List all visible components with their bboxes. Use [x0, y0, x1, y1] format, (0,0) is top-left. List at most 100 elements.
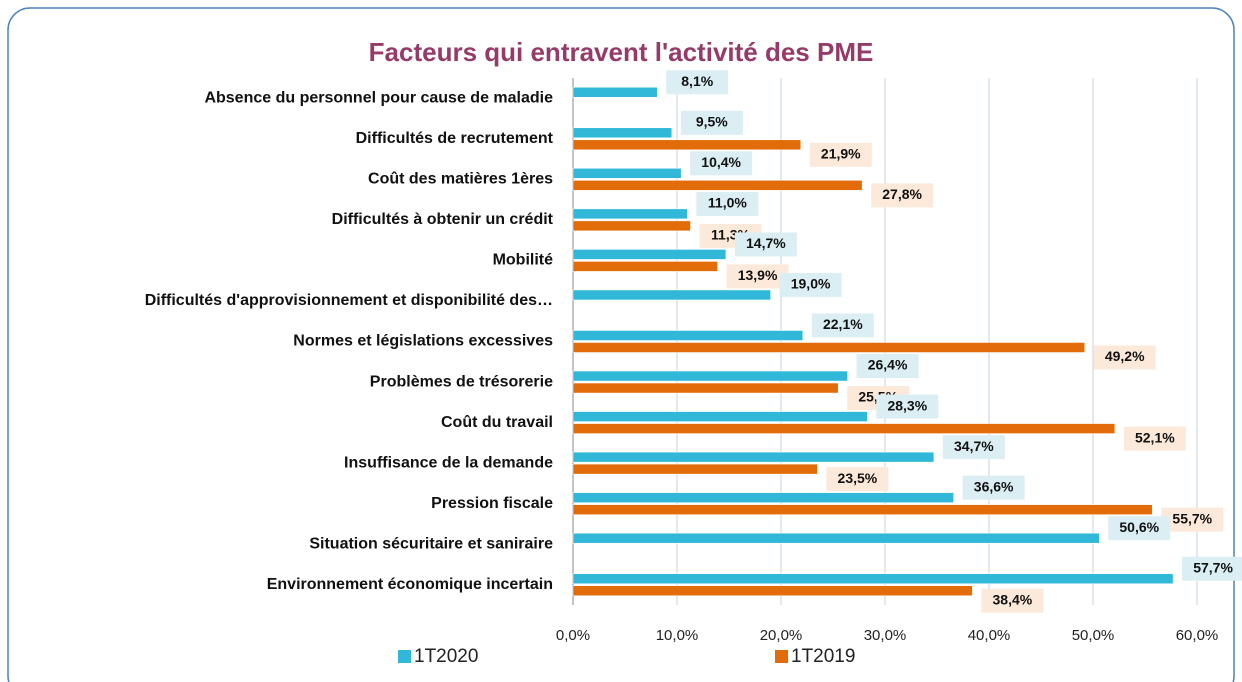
- value-label: 21,9%: [821, 146, 861, 162]
- bar: [572, 261, 718, 272]
- value-label-bg: [1108, 516, 1171, 541]
- value-label-group: 27,8%: [871, 183, 934, 208]
- bar: [572, 504, 1153, 515]
- y-tick-label: Situation sécuritaire et saniraire: [309, 535, 553, 552]
- bar: [572, 220, 691, 232]
- bar: [572, 168, 682, 179]
- bar: [572, 411, 868, 422]
- value-label: 11,0%: [708, 195, 747, 211]
- bar: [572, 573, 1174, 584]
- value-label: 14,7%: [746, 235, 786, 251]
- value-label: 10,4%: [701, 154, 741, 170]
- y-tick-label: Difficultés à obtenir un crédit: [332, 211, 554, 228]
- x-tick-label: 20,0%: [760, 627, 803, 644]
- value-label-bg: [680, 110, 743, 135]
- chart-title: Facteurs qui entravent l'activité des PM…: [369, 37, 874, 67]
- value-label-bg: [962, 475, 1025, 500]
- value-label-group: 22,1%: [811, 313, 874, 338]
- legend-label: 1T2019: [791, 646, 855, 667]
- value-label-bg: [811, 313, 874, 338]
- value-label-bg: [666, 70, 729, 95]
- value-label-group: 50,6%: [1108, 516, 1171, 541]
- y-tick-label: Difficultés de recrutement: [356, 130, 554, 147]
- value-label-group: 13,9%: [726, 264, 789, 289]
- value-label: 55,7%: [1172, 510, 1212, 526]
- bar: [572, 463, 818, 475]
- value-label: 19,0%: [791, 276, 831, 292]
- y-tick-label: Environnement économique incertain: [267, 576, 553, 593]
- bar: [572, 180, 863, 191]
- x-tick-label: 40,0%: [968, 627, 1011, 644]
- value-label: 57,7%: [1193, 559, 1233, 575]
- x-tick-label: 10,0%: [656, 627, 699, 644]
- y-tick-label: Normes et législations excessives: [293, 333, 553, 350]
- value-label-group: 11,0%: [696, 191, 759, 216]
- bar: [572, 208, 688, 220]
- value-label-bg: [779, 272, 842, 297]
- value-label: 50,6%: [1119, 519, 1159, 535]
- value-label: 36,6%: [974, 478, 1014, 494]
- value-label-group: 38,4%: [981, 588, 1044, 613]
- value-label-bg: [1161, 507, 1224, 532]
- value-label-group: 36,6%: [962, 475, 1025, 500]
- value-label-bg: [871, 183, 934, 208]
- value-label-bg: [1093, 345, 1156, 370]
- bar: [572, 139, 802, 151]
- legend-swatch: [398, 650, 411, 663]
- value-label: 8,1%: [681, 73, 713, 89]
- value-label-bg: [942, 435, 1005, 460]
- y-tick-label: Problèmes de trésorerie: [370, 373, 553, 390]
- bar: [572, 532, 1100, 544]
- bar: [572, 451, 935, 463]
- value-label: 22,1%: [823, 316, 863, 332]
- value-label-bg: [856, 354, 919, 379]
- bar: [572, 87, 658, 98]
- value-label-bg: [696, 191, 759, 216]
- value-label-group: 55,7%: [1161, 507, 1224, 532]
- bar: [572, 492, 954, 503]
- value-label: 27,8%: [882, 186, 922, 202]
- x-tick-label: 50,0%: [1072, 627, 1115, 644]
- bar: [572, 585, 973, 596]
- value-label: 23,5%: [838, 470, 878, 486]
- value-label-bg: [809, 142, 872, 167]
- x-tick-label: 30,0%: [864, 627, 907, 644]
- bar: [572, 370, 848, 382]
- y-tick-label: Pression fiscale: [431, 495, 553, 512]
- value-label-bg: [876, 394, 939, 419]
- value-label-bg: [981, 588, 1044, 613]
- value-label-bg: [726, 264, 789, 289]
- value-label: 34,7%: [954, 438, 994, 454]
- value-label: 28,3%: [887, 397, 927, 413]
- x-tick-label: 0,0%: [556, 627, 590, 644]
- x-tick-label: 60,0%: [1176, 627, 1219, 644]
- value-label: 38,4%: [993, 591, 1033, 607]
- y-tick-label: Absence du personnel pour cause de malad…: [204, 89, 553, 106]
- legend-swatch: [775, 650, 788, 663]
- y-tick-label: Difficultés d'approvisionnement et dispo…: [145, 292, 553, 309]
- value-label-group: 52,1%: [1123, 426, 1186, 451]
- value-label-bg: [690, 151, 753, 176]
- bar: [572, 382, 839, 394]
- value-label: 13,9%: [738, 267, 778, 283]
- value-label-group: 49,2%: [1093, 345, 1156, 370]
- value-label: 9,5%: [696, 114, 728, 130]
- value-label-group: 21,9%: [809, 142, 872, 167]
- value-label-group: 57,7%: [1182, 556, 1242, 581]
- value-label-group: 8,1%: [666, 70, 729, 95]
- bar: [572, 330, 804, 341]
- bar: [572, 249, 727, 260]
- value-label: 26,4%: [868, 357, 908, 373]
- value-label-group: 14,7%: [734, 232, 797, 257]
- value-label-group: 19,0%: [779, 272, 842, 297]
- bar: [572, 127, 673, 139]
- y-tick-label: Coût des matières 1ères: [368, 171, 553, 188]
- bar: [572, 423, 1116, 434]
- value-label-group: 26,4%: [856, 354, 919, 379]
- value-label-group: 34,7%: [942, 435, 1005, 460]
- value-label-bg: [826, 467, 889, 492]
- bar: [572, 289, 771, 301]
- value-label-bg: [1123, 426, 1186, 451]
- value-label: 49,2%: [1105, 348, 1145, 364]
